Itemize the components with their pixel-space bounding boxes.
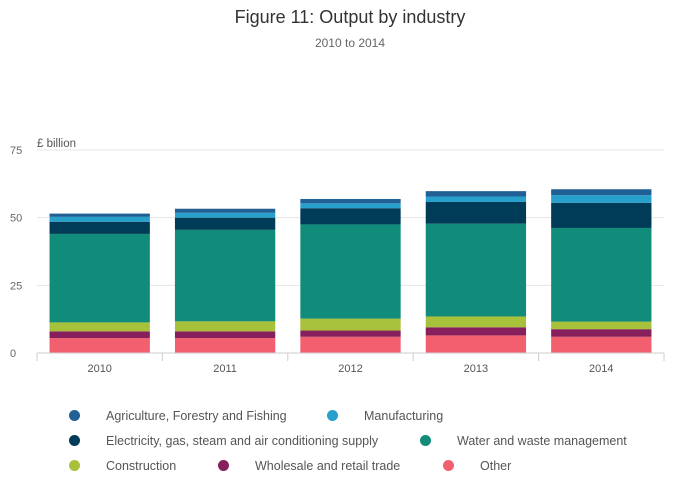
legend-dot-water <box>420 435 431 446</box>
bar-segment <box>174 338 276 353</box>
y-tick-label: 25 <box>10 280 22 292</box>
bar-segment <box>300 330 401 337</box>
bar-segment <box>174 208 276 213</box>
bar-segment <box>49 233 150 323</box>
bar-segment <box>174 212 276 218</box>
bar-segment <box>49 213 150 217</box>
bar-segment <box>551 202 652 228</box>
bar-segment <box>551 321 652 330</box>
legend-dot-other <box>443 460 454 471</box>
bar-segment <box>425 201 527 224</box>
bar-segment <box>174 331 276 339</box>
legend-dot-electricity <box>69 435 80 446</box>
legend-label-electricity: Electricity, gas, steam and air conditio… <box>106 434 379 448</box>
bar-segment <box>551 329 652 337</box>
chart-title: Figure 11: Output by industry <box>234 7 466 27</box>
bar-segment <box>174 217 276 230</box>
x-tick-label: 2011 <box>213 363 237 375</box>
bar-segment <box>551 227 652 322</box>
bar-segment <box>49 331 150 339</box>
bar-segment <box>425 335 527 353</box>
bar-segment <box>300 198 401 204</box>
legend-label-other: Other <box>480 459 512 473</box>
bar-segment <box>551 195 652 203</box>
y-axis-label: £ billion <box>37 138 76 150</box>
legend-label-manufacturing: Manufacturing <box>364 409 444 423</box>
bar-segment <box>425 196 527 202</box>
x-tick-label: 2014 <box>589 363 613 375</box>
y-tick-label: 50 <box>10 213 22 225</box>
legend-dot-construction <box>69 460 80 471</box>
bar-segment <box>551 189 652 196</box>
bar-segment <box>300 208 401 225</box>
bar-segment <box>300 336 401 353</box>
y-tick-label: 0 <box>10 348 16 360</box>
bar-segment <box>425 223 527 317</box>
stacked-bar-chart: 0 25 50 75 £ billion 2010 2011 2012 2013 2014 <box>10 138 665 375</box>
bar-segment <box>174 321 276 332</box>
bar-segment <box>300 318 401 331</box>
legend-dot-wholesale <box>218 460 229 471</box>
bar-segment <box>49 338 150 353</box>
bar-segment <box>49 221 150 234</box>
chart-subtitle: 2010 to 2014 <box>314 36 386 50</box>
legend-label-agriculture: Agriculture, Forestry and Fishing <box>106 409 287 423</box>
legend-dot-manufacturing <box>327 410 338 421</box>
y-tick-label: 75 <box>10 145 22 157</box>
bar-segment <box>49 216 150 222</box>
bar-segment <box>425 191 527 197</box>
bar-segment <box>300 224 401 319</box>
bar-segment <box>425 316 527 328</box>
bar-segment <box>300 203 401 209</box>
legend-label-construction: Construction <box>106 459 177 473</box>
bar-segment <box>174 229 276 322</box>
bar-segment <box>49 322 150 332</box>
legend-label-water: Water and waste management <box>457 434 627 448</box>
bar-segment <box>551 336 652 353</box>
legend-label-wholesale: Wholesale and retail trade <box>255 459 401 473</box>
legend-dot-agriculture <box>69 410 80 421</box>
x-tick-label: 2010 <box>87 363 111 375</box>
x-tick-label: 2012 <box>338 363 362 375</box>
x-tick-label: 2013 <box>464 363 488 375</box>
bar-segment <box>425 327 527 336</box>
